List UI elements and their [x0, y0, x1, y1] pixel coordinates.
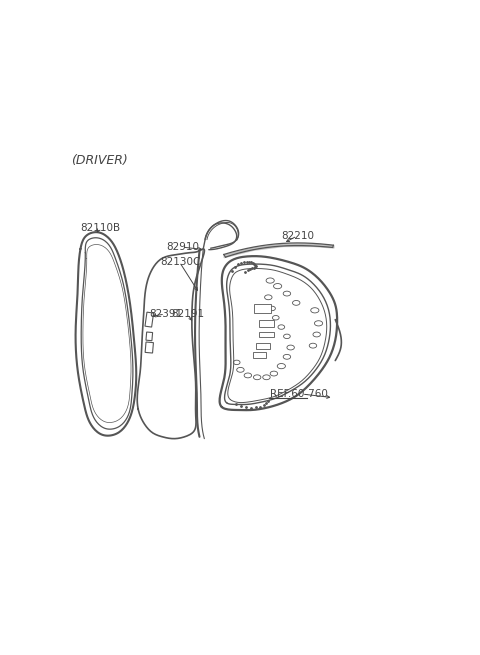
Bar [256, 343, 270, 348]
Bar [259, 320, 274, 327]
Ellipse shape [263, 375, 270, 380]
Ellipse shape [284, 334, 290, 339]
Ellipse shape [273, 316, 279, 320]
Ellipse shape [269, 307, 276, 310]
Bar [146, 332, 153, 341]
Ellipse shape [309, 343, 317, 348]
Ellipse shape [244, 373, 252, 378]
Ellipse shape [264, 295, 272, 300]
Text: 82191: 82191 [172, 309, 205, 319]
Ellipse shape [270, 371, 277, 376]
Ellipse shape [253, 375, 261, 380]
Ellipse shape [311, 308, 319, 313]
Ellipse shape [277, 364, 286, 369]
Ellipse shape [313, 332, 321, 337]
Ellipse shape [274, 284, 282, 289]
Ellipse shape [278, 325, 285, 329]
Bar [259, 331, 274, 337]
Text: 82210: 82210 [281, 231, 314, 241]
Bar [252, 352, 265, 358]
Ellipse shape [314, 321, 323, 326]
Ellipse shape [283, 291, 290, 296]
Ellipse shape [287, 345, 294, 350]
Ellipse shape [266, 278, 274, 283]
Text: 82910: 82910 [166, 242, 199, 252]
Text: 82130C: 82130C [160, 257, 201, 267]
Text: 82391: 82391 [149, 309, 182, 319]
Bar [254, 305, 271, 312]
Text: REF.60-760: REF.60-760 [270, 389, 328, 399]
Text: 82110B: 82110B [81, 223, 120, 233]
Ellipse shape [233, 360, 240, 365]
Text: (DRIVER): (DRIVER) [71, 154, 128, 167]
Bar [145, 312, 154, 327]
Ellipse shape [292, 301, 300, 305]
Ellipse shape [283, 354, 290, 359]
Ellipse shape [237, 367, 244, 372]
Bar [145, 342, 154, 353]
